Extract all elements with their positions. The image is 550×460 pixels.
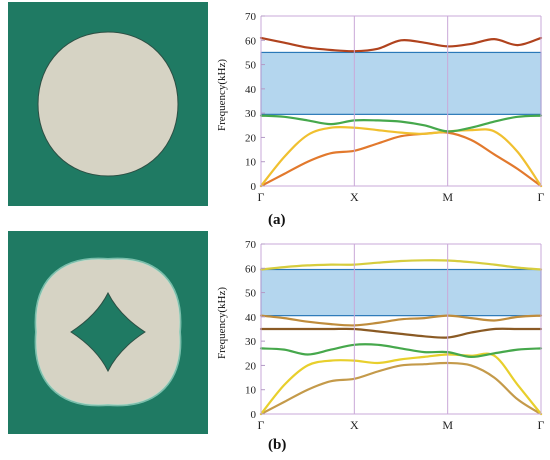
y-tick-label: 40 xyxy=(245,84,257,96)
y-axis-label: Frequency(kHz) xyxy=(216,59,228,131)
band-2-line xyxy=(259,125,543,188)
x-tick-label: X xyxy=(350,190,359,204)
unit-cell-a xyxy=(8,2,208,206)
band-3-line xyxy=(259,343,543,359)
panel-label-b: (b) xyxy=(268,437,287,453)
band-4-line xyxy=(259,36,543,53)
y-tick-label: 50 xyxy=(245,288,257,300)
y-axis-label: Frequency(kHz) xyxy=(216,287,228,359)
panel-label-a: (a) xyxy=(268,212,286,228)
x-tick-label: M xyxy=(442,190,453,204)
band-3-line xyxy=(259,114,543,133)
y-tick-label: 20 xyxy=(245,132,257,144)
band-gap-region xyxy=(260,268,542,317)
band-5-line xyxy=(259,314,543,327)
y-tick-label: 0 xyxy=(251,409,257,421)
y-tick-label: 20 xyxy=(245,360,257,372)
band-2-line xyxy=(259,352,543,416)
band-1-line xyxy=(259,131,543,188)
y-tick-label: 60 xyxy=(245,263,257,275)
band-6-line xyxy=(259,259,543,271)
x-tick-label: Γ xyxy=(538,190,545,204)
y-tick-label: 50 xyxy=(245,60,257,72)
y-tick-label: 10 xyxy=(245,385,257,397)
y-tick-label: 40 xyxy=(245,312,257,324)
band-4-line xyxy=(259,327,543,339)
inclusion-ring-glow xyxy=(34,257,182,407)
x-tick-label: M xyxy=(442,418,453,432)
x-tick-label: Γ xyxy=(538,418,545,432)
x-tick-label: Γ xyxy=(258,190,265,204)
inclusion-shape xyxy=(37,31,179,177)
y-tick-label: 70 xyxy=(245,11,257,23)
band-structure-chart-b: 0 10 20 30 40 50 60 70 Γ X M Γ Frequency(kHz) xyxy=(216,239,545,432)
band-structure-chart-a: 0 10 20 30 40 50 60 70 Γ X M Γ Frequency(kHz) xyxy=(216,11,545,204)
y-tick-label: 30 xyxy=(245,108,257,120)
y-tick-label: 70 xyxy=(245,239,257,251)
y-tick-label: 60 xyxy=(245,35,257,47)
band-1-line xyxy=(259,361,543,416)
y-tick-label: 0 xyxy=(251,181,257,193)
unit-cell-b xyxy=(8,231,208,434)
y-tick-label: 10 xyxy=(245,157,257,169)
band-gap-region xyxy=(260,51,542,115)
y-tick-label: 30 xyxy=(245,336,257,348)
x-tick-label: X xyxy=(350,418,359,432)
x-tick-label: Γ xyxy=(258,418,265,432)
